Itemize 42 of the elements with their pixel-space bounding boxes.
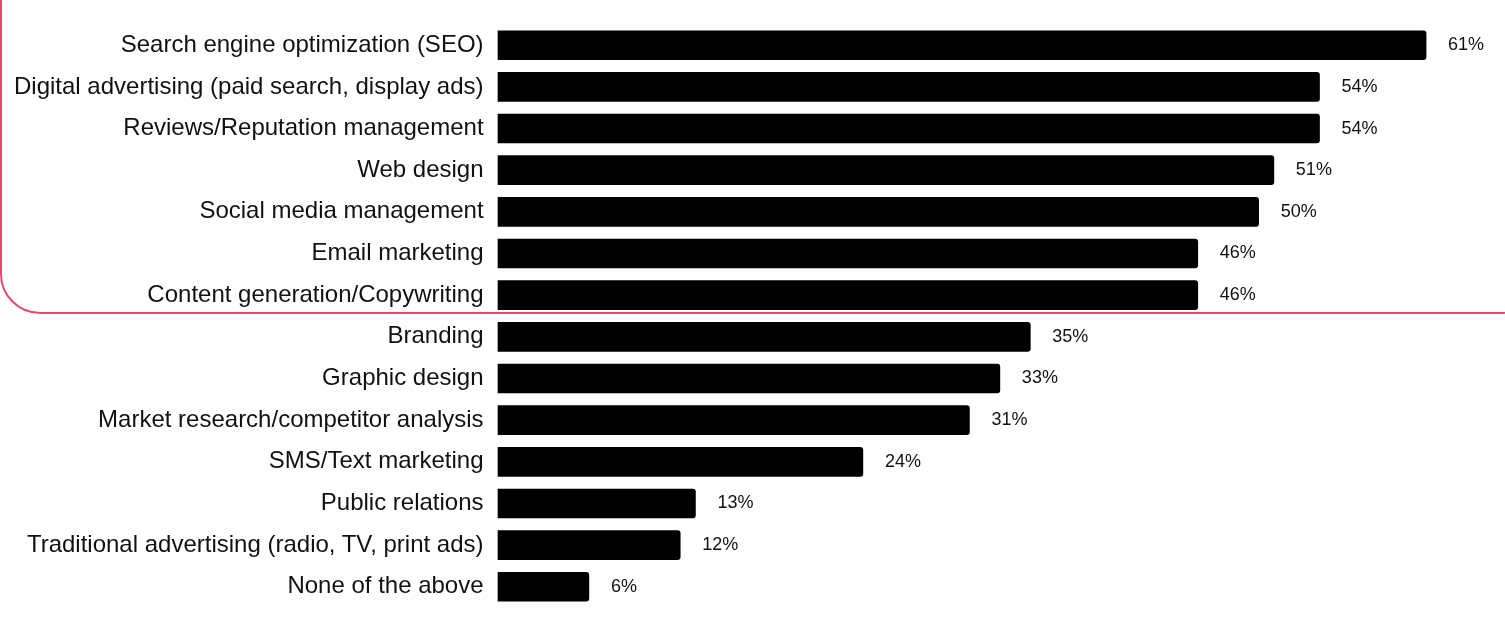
bar: [497, 571, 590, 602]
bar: [497, 238, 1199, 269]
y-tick-label: Content generation/Copywriting: [147, 279, 484, 307]
bar: [497, 363, 1001, 394]
data-label: 24%: [884, 450, 921, 471]
y-tick-label: SMS/Text marketing: [268, 446, 484, 474]
data-label: 35%: [1052, 325, 1089, 346]
bar: [497, 446, 864, 477]
data-label: 46%: [1219, 242, 1256, 263]
bar: [497, 113, 1320, 144]
data-label: 6%: [610, 575, 637, 596]
y-tick-label: Public relations: [320, 488, 484, 516]
y-tick-label: Social media management: [199, 196, 484, 224]
bar: [497, 322, 1031, 352]
bar: [497, 488, 696, 519]
y-tick-label: Branding: [387, 321, 484, 349]
y-tick-label: Web design: [357, 154, 484, 182]
y-tick-label: Reviews/Reputation management: [123, 113, 484, 141]
y-tick-label: Digital advertising (paid search, display ads): [14, 71, 484, 99]
data-label: 13%: [717, 492, 754, 513]
bar: [497, 30, 1427, 61]
y-tick-label: None of the above: [287, 571, 484, 599]
data-label: 61%: [1448, 34, 1485, 55]
y-tick-label: Market research/competitor analysis: [98, 404, 484, 432]
bar: [497, 155, 1275, 186]
data-label: 50%: [1280, 200, 1317, 221]
bar: [497, 72, 1320, 102]
bar: [497, 405, 970, 435]
data-label: 54%: [1341, 75, 1378, 96]
bar: [497, 280, 1199, 310]
data-label: 51%: [1295, 159, 1332, 180]
data-label: 12%: [702, 534, 739, 555]
bar: [497, 530, 681, 560]
data-label: 31%: [991, 409, 1028, 430]
y-tick-label: Search engine optimization (SEO): [120, 29, 484, 57]
y-tick-label: Graphic design: [322, 363, 484, 391]
data-label: 46%: [1219, 284, 1256, 305]
data-label: 33%: [1021, 367, 1058, 388]
y-tick-label: Traditional advertising (radio, TV, print ads): [26, 529, 484, 557]
data-label: 54%: [1341, 117, 1378, 138]
y-tick-label: Email marketing: [311, 238, 484, 266]
bar: [497, 197, 1259, 227]
